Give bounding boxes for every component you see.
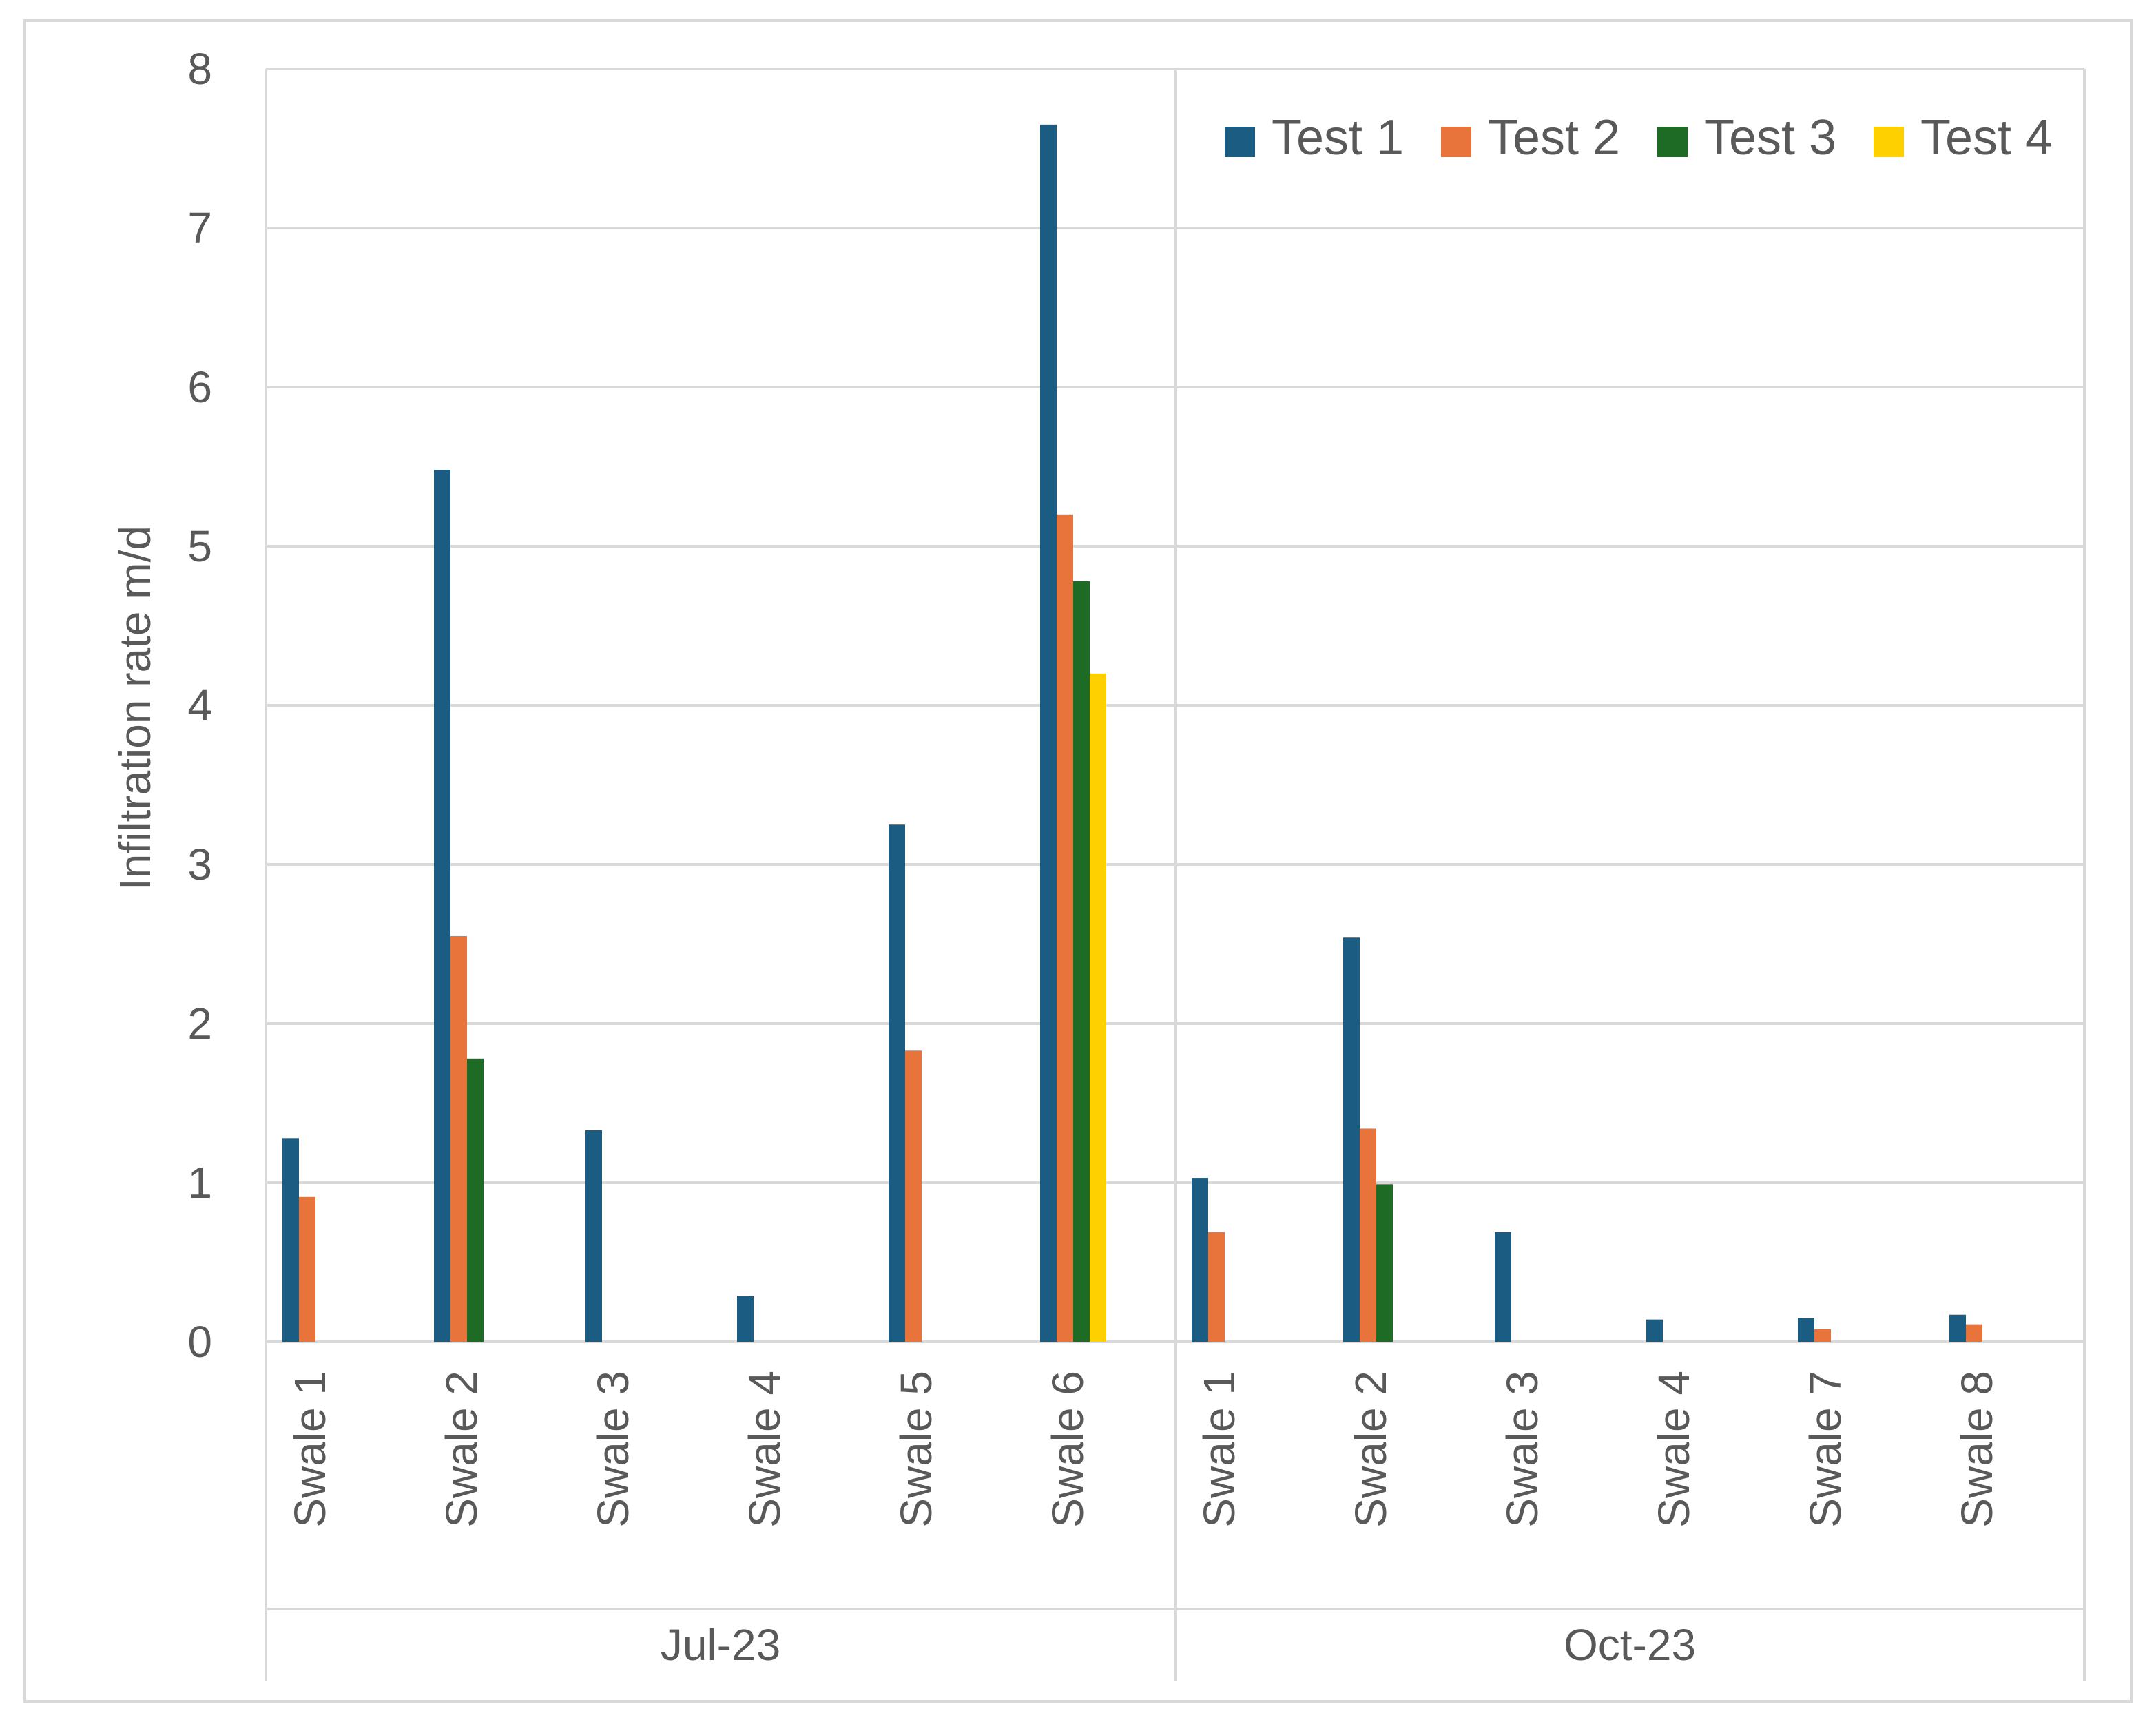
x-tick-label: Swale 3 bbox=[1497, 1371, 1547, 1528]
x-tick-label: Swale 4 bbox=[740, 1371, 789, 1528]
axes bbox=[265, 69, 2086, 1681]
y-tick-label: 2 bbox=[187, 999, 212, 1048]
y-tick-label: 6 bbox=[187, 362, 212, 412]
y-axis-title: Infiltration rate m/d bbox=[110, 526, 160, 891]
legend-label: Test 3 bbox=[1704, 110, 1836, 165]
y-tick-label: 3 bbox=[187, 840, 212, 889]
legend-swatch bbox=[1874, 127, 1904, 157]
bar-test-2-swale-6 bbox=[1057, 514, 1073, 1342]
y-tick-label: 1 bbox=[187, 1158, 212, 1207]
x-tick-label: Swale 5 bbox=[891, 1371, 941, 1528]
bar-test-1-swale-4 bbox=[1646, 1319, 1663, 1342]
bar-test-1-swale-2 bbox=[1343, 937, 1360, 1342]
bar-test-1-swale-7 bbox=[1798, 1318, 1814, 1342]
y-tick-label: 8 bbox=[187, 44, 212, 94]
y-tick-label: 4 bbox=[187, 681, 212, 730]
bar-test-1-swale-1 bbox=[1192, 1178, 1208, 1342]
x-tick-label: Swale 3 bbox=[588, 1371, 638, 1528]
legend-label: Test 1 bbox=[1272, 110, 1404, 165]
bar-test-1-swale-1 bbox=[282, 1138, 299, 1342]
x-tick-label: Swale 1 bbox=[285, 1371, 335, 1528]
bar-test-2-swale-5 bbox=[905, 1050, 922, 1342]
bar-test-2-swale-2 bbox=[1360, 1128, 1376, 1342]
bar-test-2-swale-8 bbox=[1966, 1324, 1982, 1342]
x-tick-label: Swale 8 bbox=[1952, 1371, 2002, 1528]
group-label: Oct-23 bbox=[1564, 1620, 1696, 1670]
bar-test-2-swale-1 bbox=[299, 1196, 315, 1342]
bar-test-4-swale-6 bbox=[1090, 673, 1106, 1342]
legend-swatch bbox=[1657, 127, 1688, 157]
bar-test-2-swale-2 bbox=[450, 935, 467, 1342]
legend-swatch bbox=[1225, 127, 1255, 157]
x-tick-label: Swale 2 bbox=[1346, 1371, 1396, 1528]
x-tick-label: Swale 4 bbox=[1649, 1371, 1699, 1528]
axis-labels: 0 1 2 3 4 5 6 7 8 Jul-23 Oct-23 Swale 1 Swale 2 Swale… bbox=[187, 44, 2002, 1670]
x-tick-label: Swale 6 bbox=[1043, 1371, 1092, 1528]
y-tick-label: 5 bbox=[187, 521, 212, 571]
bar-test-3-swale-2 bbox=[1376, 1184, 1393, 1342]
bar-test-1-swale-2 bbox=[434, 470, 450, 1342]
x-tick-label: Swale 1 bbox=[1194, 1371, 1244, 1528]
bar-test-2-swale-7 bbox=[1814, 1329, 1831, 1342]
x-tick-label: Swale 2 bbox=[437, 1371, 486, 1528]
bar-test-1-swale-6 bbox=[1040, 124, 1057, 1342]
x-tick-label: Swale 7 bbox=[1801, 1371, 1850, 1528]
bar-test-3-swale-2 bbox=[467, 1058, 484, 1342]
y-tick-label: 7 bbox=[187, 203, 212, 253]
legend-label: Test 4 bbox=[1920, 110, 2053, 165]
bars bbox=[282, 124, 1982, 1342]
legend-label: Test 2 bbox=[1488, 110, 1620, 165]
legend-swatch bbox=[1441, 127, 1471, 157]
bar-test-1-swale-3 bbox=[585, 1130, 602, 1342]
bar-test-1-swale-5 bbox=[889, 824, 905, 1342]
y-tick-label: 0 bbox=[187, 1317, 212, 1367]
legend: Test 1 Test 2 Test 3 Test 4 bbox=[1225, 110, 2053, 165]
bar-test-2-swale-1 bbox=[1208, 1232, 1225, 1342]
group-label: Jul-23 bbox=[661, 1620, 780, 1670]
bar-test-1-swale-8 bbox=[1949, 1314, 1966, 1342]
bar-test-1-swale-4 bbox=[737, 1296, 754, 1342]
bar-test-1-swale-3 bbox=[1495, 1232, 1511, 1342]
bar-test-3-swale-6 bbox=[1073, 581, 1090, 1342]
